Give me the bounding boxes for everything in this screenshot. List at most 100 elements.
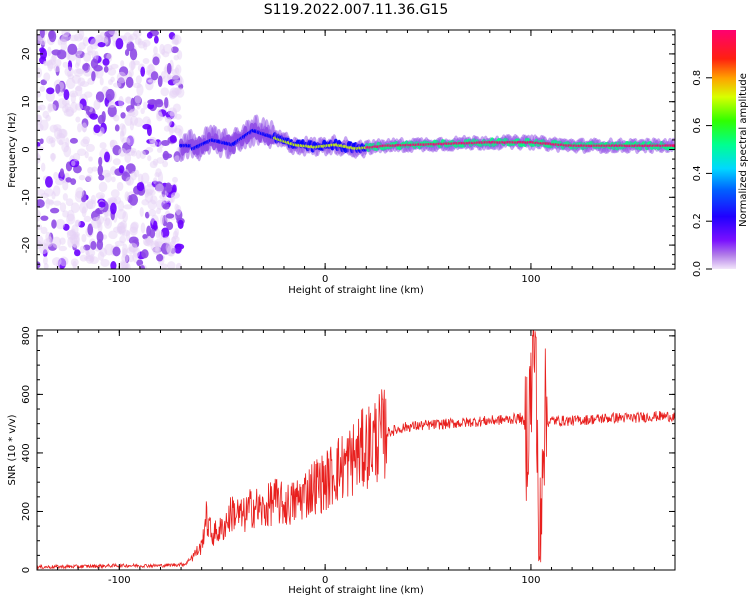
spectrogram-noise-blob <box>62 210 69 218</box>
spectrogram-noise-blob <box>120 112 126 119</box>
spectrogram-noise-blob <box>135 149 141 159</box>
spectrogram-noise-blob <box>59 168 65 178</box>
spectrogram-y-label: Frequency (Hz) <box>7 112 18 188</box>
x-tick-label: 0 <box>322 274 328 285</box>
spectrogram-noise-blob <box>37 35 43 46</box>
spectrogram-noise-blob <box>110 189 120 198</box>
spectrogram-noise-blob <box>155 244 161 256</box>
spectrogram-noise-blob <box>62 61 69 68</box>
spectrogram-noise-blob <box>110 202 117 215</box>
spectrogram-noise-blob <box>162 153 173 159</box>
spectrogram-noise-blob <box>156 147 163 153</box>
colorbar-tick-label: 0.2 <box>692 213 703 229</box>
spectrogram-noise-blob <box>55 218 66 230</box>
spectrogram-noise-blob <box>78 30 85 40</box>
spectrogram-noise-blob <box>79 245 86 254</box>
snr-y-label: SNR (10 * v/v) <box>7 414 18 485</box>
spectrogram-noise-blob <box>149 140 158 148</box>
spectrogram-noise-blob <box>153 35 159 44</box>
spectrogram-noise-blob <box>103 65 109 73</box>
spectrogram-noise-blob <box>98 201 106 208</box>
spectrogram-noise-blob <box>143 101 148 110</box>
spectrogram-noise-blob <box>64 66 74 77</box>
spectrogram-noise-blob <box>142 237 151 246</box>
spectrogram-noise-blob <box>161 198 170 204</box>
spectrogram-noise-blob <box>126 41 135 52</box>
spectrogram-noise-blob <box>37 261 41 269</box>
spectrogram-noise-blob <box>158 230 164 240</box>
y-tick-label: 800 <box>21 326 32 345</box>
spectrogram-image <box>37 30 675 269</box>
spectrogram-noise-blob <box>128 60 136 70</box>
spectrogram-noise-blob <box>110 76 115 83</box>
spectrogram-noise-blob <box>139 206 144 217</box>
spectrogram-noise-blob <box>128 242 138 253</box>
spectrogram-noise-blob <box>152 56 160 66</box>
y-tick-label: 0 <box>21 567 32 573</box>
spectrogram-noise-blob <box>71 74 82 84</box>
spectrogram-noise-blob <box>45 199 54 205</box>
spectrogram-noise-blob <box>153 220 158 231</box>
spectrogram-noise-blob <box>170 69 177 75</box>
colorbar-ticks: 0.0 0.2 0.4 0.6 0.8 <box>692 70 712 277</box>
spectrogram-noise-blob <box>173 54 179 61</box>
spectrogram-noise-blob <box>82 36 90 47</box>
spectrogram-noise-blob <box>91 50 97 61</box>
spectrogram-noise-blob <box>140 66 146 77</box>
spectrogram-noise-blob <box>156 207 162 215</box>
spectrogram-noise-blob <box>166 221 174 231</box>
spectrogram-noise-blob <box>177 219 184 230</box>
spectrogram-noise-blob <box>153 46 158 55</box>
spectrogram-noise-blob <box>47 46 52 57</box>
spectrogram-noise-blob <box>147 155 152 162</box>
spectrogram-noise-blob <box>82 63 89 71</box>
y-tick-label: -20 <box>21 237 32 253</box>
spectrogram-noise-blob <box>114 240 125 247</box>
spectrogram-noise-blob <box>167 107 177 117</box>
spectrogram-noise-blob <box>75 103 84 111</box>
spectrogram-noise-blob <box>154 100 164 108</box>
spectrogram-noise-blob <box>116 181 124 191</box>
spectrogram-noise-blob <box>60 34 69 43</box>
spectrogram-noise-blob <box>165 213 175 219</box>
spectrogram-noise-blob <box>89 113 99 120</box>
spectrogram-noise-blob <box>46 87 55 95</box>
spectrogram-noise-blob <box>167 261 176 269</box>
spectrogram-noise-blob <box>75 187 85 199</box>
spectrogram-noise-blob <box>162 160 169 168</box>
spectrogram-noise-blob <box>59 256 69 267</box>
spectrogram-noise-blob <box>116 208 127 220</box>
spectrogram-noise-blob <box>79 81 90 87</box>
spectrogram-noise-blob <box>67 43 78 55</box>
y-tick-label: 0 <box>21 146 32 152</box>
spectrogram-noise-blob <box>110 261 117 269</box>
spectrogram-noise-blob <box>156 157 165 164</box>
spectrogram-noise-blob <box>75 116 81 123</box>
spectrogram-noise-blob <box>83 215 92 223</box>
spectrogram-noise-blob <box>101 111 106 123</box>
spectrogram-noise-blob <box>123 204 133 210</box>
y-tick-label: -10 <box>21 189 32 205</box>
spectrogram-noise-blob <box>157 75 163 88</box>
y-tick-label: 10 <box>21 95 32 108</box>
spectrogram-noise-blob <box>126 134 135 146</box>
spectrogram-noise-blob <box>79 201 89 214</box>
spectrogram-noise-blob <box>172 79 182 86</box>
x-tick-label: 100 <box>521 575 540 586</box>
spectrogram-noise-blob <box>169 134 177 143</box>
spectrogram-noise-blob <box>136 103 141 110</box>
spectrogram-noise-blob <box>112 246 121 257</box>
snr-panel: -100 0 100 0 200 400 600 800 Height of straigh… <box>7 326 676 596</box>
spectrogram-noise-blob <box>57 38 63 46</box>
spectrogram-noise-blob <box>124 49 130 56</box>
spectrogram-noise-blob <box>66 209 75 222</box>
spectrogram-noise-blob <box>125 76 134 88</box>
spectrogram-noise-blob <box>59 202 67 213</box>
spectrogram-noise-blob <box>171 87 182 96</box>
spectrogram-noise-blob <box>121 264 128 269</box>
spectrogram-noise-blob <box>124 96 133 104</box>
spectrogram-noise-blob <box>121 253 129 263</box>
spectrogram-noise-blob <box>87 167 94 174</box>
spectrogram-noise-blob <box>98 156 103 167</box>
spectrogram-noise-blob <box>160 214 165 225</box>
